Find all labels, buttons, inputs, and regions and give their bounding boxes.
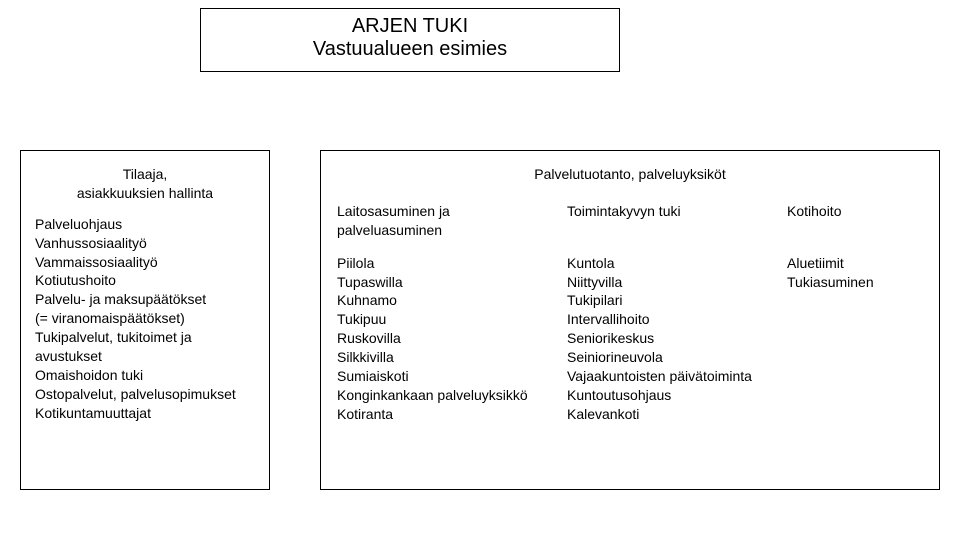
col1-head-line2: palveluasuminen <box>337 221 557 240</box>
list-item: Konginkankaan palveluyksikkö <box>337 386 557 405</box>
list-item: Kotiranta <box>337 405 557 424</box>
column-2: Toimintakyvyn tuki Kuntola Niittyvilla T… <box>567 202 777 424</box>
column-3: Kotihoito Aluetiimit Tukiasuminen <box>787 202 927 424</box>
list-item: Silkkivilla <box>337 348 557 367</box>
list-item: Tukipilari <box>567 291 777 310</box>
list-item: Vanhussosiaalityö <box>35 234 255 253</box>
left-box: Tilaaja, asiakkuuksien hallinta Palveluo… <box>20 150 270 490</box>
left-heading-line2: asiakkuuksien hallinta <box>35 184 255 203</box>
list-item: Tupaswilla <box>337 273 557 292</box>
list-item: Kotikuntamuuttajat <box>35 404 255 423</box>
column-1: Laitosasuminen ja palveluasuminen Piilol… <box>337 202 557 424</box>
list-item: Kalevankoti <box>567 405 777 424</box>
list-item: Palvelu- ja maksupäätökset <box>35 290 255 309</box>
col2-heading: Toimintakyvyn tuki <box>567 202 777 240</box>
list-item: Tukipuu <box>337 310 557 329</box>
list-item: Aluetiimit <box>787 254 927 273</box>
list-item: Ostopalvelut, palvelusopimukset <box>35 385 255 404</box>
list-item: Omaishoidon tuki <box>35 366 255 385</box>
title-line1: ARJEN TUKI <box>201 15 619 38</box>
list-item: Kotiutushoito <box>35 271 255 290</box>
list-item: (= viranomaispäätökset) <box>35 309 255 328</box>
list-item: Tukipalvelut, tukitoimet ja <box>35 328 255 347</box>
col2-items: Kuntola Niittyvilla Tukipilari Intervall… <box>567 254 777 424</box>
col1-heading: Laitosasuminen ja palveluasuminen <box>337 202 557 240</box>
col1-items: Piilola Tupaswilla Kuhnamo Tukipuu Rusko… <box>337 254 557 424</box>
list-item: Intervallihoito <box>567 310 777 329</box>
list-item: avustukset <box>35 347 255 366</box>
right-heading: Palvelutuotanto, palveluyksiköt <box>337 165 923 184</box>
list-item: Ruskovilla <box>337 329 557 348</box>
list-item: Vammaissosiaalityö <box>35 253 255 272</box>
col3-head-line1: Kotihoito <box>787 202 927 221</box>
col3-items: Aluetiimit Tukiasuminen <box>787 254 927 292</box>
title-box: ARJEN TUKI Vastuualueen esimies <box>200 8 620 72</box>
list-item: Piilola <box>337 254 557 273</box>
list-item: Kuhnamo <box>337 291 557 310</box>
left-items: Palveluohjaus Vanhussosiaalityö Vammaiss… <box>35 215 255 423</box>
list-item: Seiniorineuvola <box>567 348 777 367</box>
list-item: Vajaakuntoisten päivätoiminta <box>567 367 777 386</box>
list-item: Niittyvilla <box>567 273 777 292</box>
left-heading: Tilaaja, asiakkuuksien hallinta <box>35 165 255 203</box>
col2-head-spacer <box>567 221 777 240</box>
list-item: Kuntoutusohjaus <box>567 386 777 405</box>
list-item: Palveluohjaus <box>35 215 255 234</box>
list-item: Tukiasuminen <box>787 273 927 292</box>
right-box: Palvelutuotanto, palveluyksiköt Laitosas… <box>320 150 940 490</box>
col1-head-line1: Laitosasuminen ja <box>337 202 557 221</box>
col2-head-line1: Toimintakyvyn tuki <box>567 202 777 221</box>
left-heading-line1: Tilaaja, <box>35 165 255 184</box>
list-item: Sumiaiskoti <box>337 367 557 386</box>
list-item: Kuntola <box>567 254 777 273</box>
list-item: Seniorikeskus <box>567 329 777 348</box>
columns-container: Laitosasuminen ja palveluasuminen Piilol… <box>337 202 923 424</box>
col3-head-spacer <box>787 221 927 240</box>
col3-heading: Kotihoito <box>787 202 927 240</box>
title-line2: Vastuualueen esimies <box>201 38 619 61</box>
